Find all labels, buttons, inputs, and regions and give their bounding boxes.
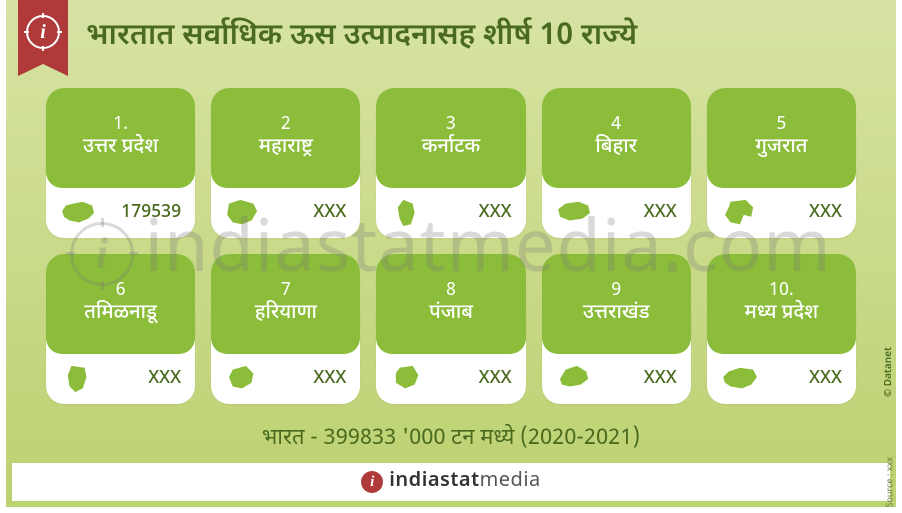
card-state-name: कर्नाटक bbox=[418, 136, 485, 160]
card-state-name: उत्तर प्रदेश bbox=[79, 136, 162, 160]
card-rank: 10. bbox=[769, 282, 794, 302]
card-value: XXX bbox=[479, 202, 512, 225]
card-header: 2महाराष्ट्र bbox=[211, 88, 360, 188]
footer-logo-icon: i bbox=[361, 471, 383, 493]
card-footer: XXX bbox=[376, 188, 525, 238]
card-state-name: तमिळनाडू bbox=[80, 302, 161, 326]
state-silhouette-icon bbox=[225, 364, 263, 394]
state-silhouette-icon bbox=[721, 198, 759, 228]
card-rank: 8 bbox=[446, 282, 456, 302]
card-header: 5गुजरात bbox=[707, 88, 856, 188]
card-footer: XXX bbox=[376, 354, 525, 404]
state-card: 10.मध्य प्रदेश XXX bbox=[707, 254, 856, 404]
state-silhouette-icon bbox=[556, 364, 594, 394]
card-footer: 179539 bbox=[46, 188, 195, 238]
state-silhouette-icon bbox=[225, 198, 263, 228]
card-state-name: गुजरात bbox=[751, 136, 811, 160]
state-silhouette-icon bbox=[60, 198, 98, 228]
card-header: 10.मध्य प्रदेश bbox=[707, 254, 856, 354]
card-footer: XXX bbox=[542, 354, 691, 404]
infographic-page: i भारतात सर्वाधिक ऊस उत्पादनासह शीर्ष 10… bbox=[0, 0, 902, 513]
card-state-name: मध्य प्रदेश bbox=[741, 302, 823, 326]
card-footer: XXX bbox=[46, 354, 195, 404]
card-value: XXX bbox=[644, 368, 677, 391]
state-silhouette-icon bbox=[60, 364, 98, 394]
card-rank: 9 bbox=[611, 282, 621, 302]
info-crosshair-icon: i bbox=[26, 15, 60, 49]
card-header: 3कर्नाटक bbox=[376, 88, 525, 188]
state-card: 8पंजाब XXX bbox=[376, 254, 525, 404]
state-silhouette-icon bbox=[390, 364, 428, 394]
card-rank: 6 bbox=[116, 282, 126, 302]
copyright-text: © Datanet bbox=[883, 347, 896, 397]
state-card: 7हरियाणा XXX bbox=[211, 254, 360, 404]
card-state-name: बिहार bbox=[591, 136, 641, 160]
card-value: XXX bbox=[644, 202, 677, 225]
state-card: 1.उत्तर प्रदेश 179539 bbox=[46, 88, 195, 238]
summary-line: भारत - 399833 '000 टन मध्ये (2020-2021) bbox=[6, 424, 896, 453]
card-footer: XXX bbox=[211, 354, 360, 404]
card-value: XXX bbox=[313, 368, 346, 391]
card-rank: 3 bbox=[446, 116, 456, 136]
state-card: 2महाराष्ट्र XXX bbox=[211, 88, 360, 238]
card-state-name: महाराष्ट्र bbox=[255, 136, 317, 160]
card-rank: 4 bbox=[611, 116, 621, 136]
card-header: 8पंजाब bbox=[376, 254, 525, 354]
cards-grid: 1.उत्तर प्रदेश1795392महाराष्ट्रXXX3कर्ना… bbox=[46, 88, 856, 404]
card-footer: XXX bbox=[542, 188, 691, 238]
card-value: XXX bbox=[148, 368, 181, 391]
card-rank: 7 bbox=[281, 282, 291, 302]
card-value: 179539 bbox=[121, 202, 181, 225]
card-state-name: पंजाब bbox=[425, 302, 477, 326]
card-state-name: उत्तराखंड bbox=[579, 302, 654, 326]
state-card: 4बिहार XXX bbox=[542, 88, 691, 238]
ribbon-badge: i bbox=[18, 0, 68, 64]
card-rank: 1. bbox=[113, 116, 128, 136]
state-silhouette-icon bbox=[556, 198, 594, 228]
card-value: XXX bbox=[809, 202, 842, 225]
card-footer: XXX bbox=[211, 188, 360, 238]
card-rank: 5 bbox=[776, 116, 786, 136]
footer-bar: i indiastatmedia bbox=[12, 463, 890, 501]
state-card: 6तमिळनाडू XXX bbox=[46, 254, 195, 404]
page-title: भारतात सर्वाधिक ऊस उत्पादनासह शीर्ष 10 र… bbox=[86, 18, 876, 57]
card-footer: XXX bbox=[707, 354, 856, 404]
state-silhouette-icon bbox=[721, 364, 759, 394]
card-header: 7हरियाणा bbox=[211, 254, 360, 354]
card-value: XXX bbox=[479, 368, 512, 391]
card-rank: 2 bbox=[281, 116, 291, 136]
card-header: 1.उत्तर प्रदेश bbox=[46, 88, 195, 188]
state-silhouette-icon bbox=[390, 198, 428, 228]
state-card: 9उत्तराखंड XXX bbox=[542, 254, 691, 404]
card-value: XXX bbox=[809, 368, 842, 391]
card-value: XXX bbox=[313, 202, 346, 225]
card-footer: XXX bbox=[707, 188, 856, 238]
card-header: 6तमिळनाडू bbox=[46, 254, 195, 354]
card-state-name: हरियाणा bbox=[251, 302, 321, 326]
card-header: 4बिहार bbox=[542, 88, 691, 188]
state-card: 3कर्नाटक XXX bbox=[376, 88, 525, 238]
card-header: 9उत्तराखंड bbox=[542, 254, 691, 354]
footer-brand: indiastatmedia bbox=[389, 469, 541, 495]
state-card: 5गुजरात XXX bbox=[707, 88, 856, 238]
source-text: Source : xxx bbox=[884, 457, 896, 508]
side-credits: Source : xxx © Datanet bbox=[884, 257, 898, 457]
